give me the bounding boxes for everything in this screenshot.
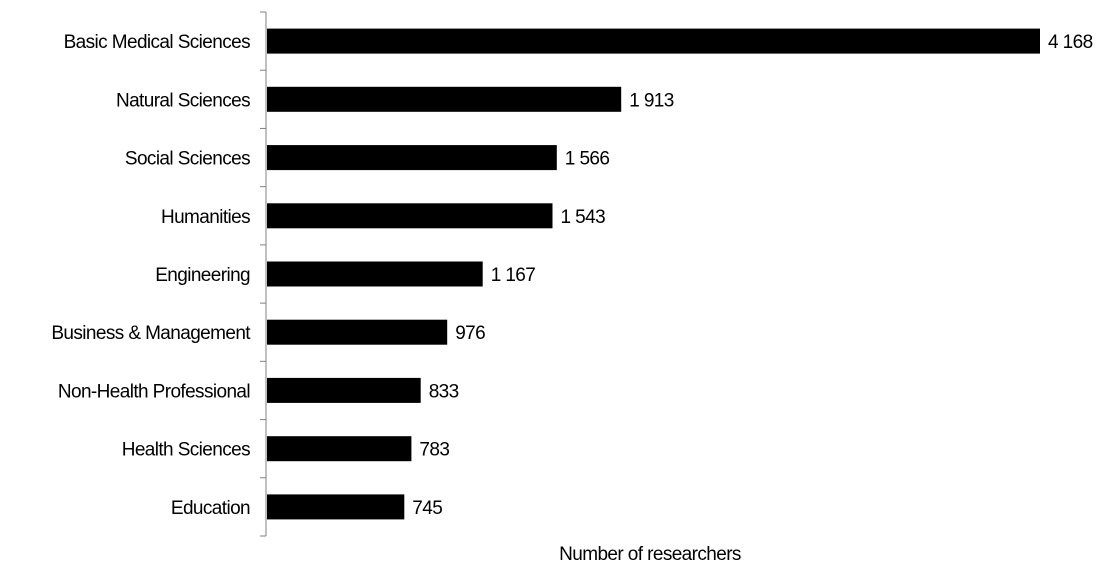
value-label: 1 167: [491, 265, 536, 286]
value-label: 1 913: [629, 90, 674, 111]
value-label: 745: [412, 498, 442, 519]
category-label: Non-Health Professional: [58, 381, 250, 402]
category-label: Health Sciences: [122, 440, 250, 461]
category-label: Engineering: [155, 265, 250, 286]
bar: [267, 28, 1040, 54]
bar: [267, 319, 448, 345]
x-axis-title: Number of researchers: [559, 544, 741, 565]
category-label: Business & Management: [51, 323, 251, 344]
value-label: 1 543: [561, 207, 606, 228]
value-label: 783: [419, 440, 449, 461]
category-label: Basic Medical Sciences: [64, 32, 250, 53]
category-label: Humanities: [161, 207, 250, 228]
category-label: Natural Sciences: [116, 90, 250, 111]
value-label: 833: [429, 381, 459, 402]
bar: [267, 436, 412, 462]
bar: [267, 203, 553, 229]
bar-layer: [267, 28, 1040, 520]
label-layer: Basic Medical Sciences 4 168 Natural Scien…: [51, 32, 1093, 519]
bar: [267, 377, 421, 403]
category-label: Education: [171, 498, 250, 519]
bar: [267, 494, 405, 520]
bar: [267, 261, 483, 287]
value-label: 1 566: [565, 149, 610, 170]
value-label: 4 168: [1048, 32, 1093, 53]
axis-layer: [260, 11, 267, 537]
bar: [267, 145, 557, 171]
bar: [267, 86, 622, 112]
category-label: Social Sciences: [125, 149, 250, 170]
value-label: 976: [455, 323, 485, 344]
